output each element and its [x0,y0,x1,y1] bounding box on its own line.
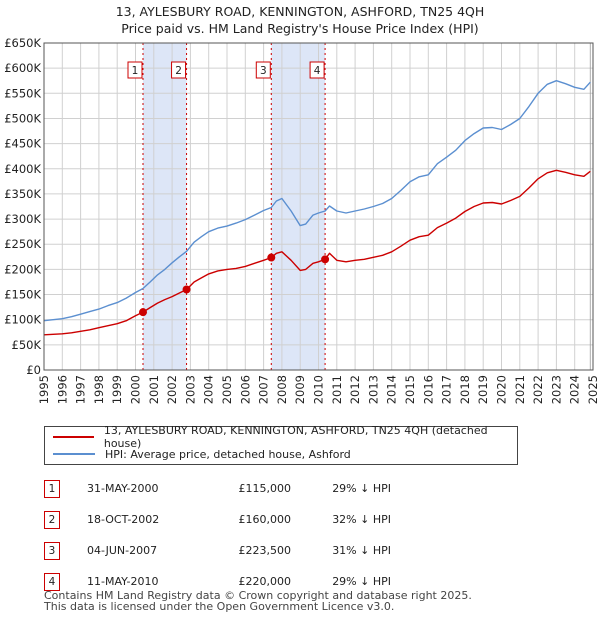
x-tick-label: 2025 [586,375,600,404]
x-tick-label: 1996 [55,375,69,404]
x-tick-label: 1998 [92,375,106,404]
x-tick-label: 2004 [202,375,216,404]
table-row: 3 04-JUN-2007 £223,500 31% ↓ HPI [44,535,391,566]
transaction-point [267,253,276,262]
row-price: £160,000 [238,513,292,526]
y-tick-label: £0 [26,363,41,377]
plot-frame [43,42,594,371]
chart-title: 13, AYLESBURY ROAD, KENNINGTON, ASHFORD,… [115,4,485,19]
legend-hpi-label: HPI: Average price, detached house, Ashf… [105,447,351,461]
y-tick-label: £150K [4,288,41,302]
x-tick-label: 2005 [220,375,234,404]
x-tick-label: 2006 [238,375,252,404]
y-tick-label: £400K [4,162,41,176]
footer-copyright: Contains HM Land Registry data © Crown c… [44,589,472,602]
row-hpi-diff: 29% ↓ HPI [332,575,391,588]
y-tick-label: £350K [4,187,41,201]
x-tick-label: 2002 [165,375,179,404]
footer-licence: This data is licensed under the Open Gov… [44,600,395,613]
x-tick-label: 2010 [312,375,326,404]
row-price: £115,000 [238,482,292,495]
row-hpi-diff: 32% ↓ HPI [332,513,391,526]
row-badge: 2 [44,510,60,529]
x-tick-label: 2009 [293,375,307,404]
legend: 13, AYLESBURY ROAD, KENNINGTON, ASHFORD,… [44,424,518,465]
x-tick-label: 1997 [74,375,88,404]
row-date: 31-MAY-2000 [87,482,159,495]
table-row: 4 11-MAY-2010 £220,000 29% ↓ HPI [44,566,391,597]
x-tick-label: 2020 [495,375,509,404]
x-tick-label: 2019 [476,375,490,404]
footer: Contains HM Land Registry data © Crown c… [44,590,472,612]
y-tick-label: £300K [4,212,41,226]
price-chart: 1 2 3 4 £0 £50K £100K £150K £200K £250K £300K £350K… [4,36,600,404]
x-tick-label: 2001 [147,375,161,404]
row-badge: 3 [44,541,60,560]
x-tick-label: 2021 [513,375,527,404]
x-tick-label: 2011 [330,375,344,404]
x-tick-label: 2000 [129,375,143,404]
x-tick-label: 1999 [110,375,124,404]
transaction-marker-box [127,61,143,79]
x-tick-label: 2024 [568,375,582,404]
transaction-marker-label: 1 [132,65,139,77]
shaded-period [143,43,187,370]
transaction-point [321,255,330,264]
y-tick-label: £550K [4,86,41,100]
row-price: £220,000 [238,575,292,588]
x-tick-label: 2017 [440,375,454,404]
y-tick-label: £100K [4,313,41,327]
legend-hpi: HPI: Average price, detached house, Ashf… [53,446,351,462]
y-tick-label: £500K [4,111,41,125]
legend-property: 13, AYLESBURY ROAD, KENNINGTON, ASHFORD,… [53,424,517,450]
transaction-marker-box [309,61,325,79]
x-tick-label: 1995 [37,375,51,404]
row-price: £223,500 [238,544,292,557]
x-tick-label: 2023 [549,375,563,404]
transaction-point [182,285,191,294]
table-row: 1 31-MAY-2000 £115,000 29% ↓ HPI [44,473,391,504]
transaction-point [139,308,148,317]
row-date: 18-OCT-2002 [87,513,160,526]
x-tick-label: 2012 [348,375,362,404]
x-tick-label: 2016 [421,375,435,404]
x-tick-label: 2015 [403,375,417,404]
transaction-marker-box [255,61,271,79]
transaction-marker-box [171,61,187,79]
row-date: 04-JUN-2007 [87,544,158,557]
x-tick-label: 2007 [257,375,271,404]
transaction-marker-label: 4 [314,65,321,77]
transactions-table: 1 31-MAY-2000 £115,000 29% ↓ HPI 2 18-OC… [44,473,391,597]
x-tick-label: 2003 [183,375,197,404]
legend-property-swatch [53,436,94,438]
table-row: 2 18-OCT-2002 £160,000 32% ↓ HPI [44,504,391,535]
x-tick-label: 2014 [385,375,399,404]
x-tick-label: 2018 [458,375,472,404]
shaded-period [271,43,326,370]
y-tick-label: £600K [4,61,41,75]
transaction-marker-label: 3 [260,65,267,77]
y-tick-label: £50K [12,338,42,352]
y-tick-label: £250K [4,237,41,251]
row-date: 11-MAY-2010 [87,575,159,588]
x-tick-label: 2013 [366,375,380,404]
y-tick-label: £650K [4,36,41,50]
y-tick-label: £450K [4,137,41,151]
x-tick-label: 2022 [531,375,545,404]
row-hpi-diff: 29% ↓ HPI [332,482,391,495]
row-badge: 4 [44,572,60,591]
legend-hpi-swatch [53,453,95,455]
row-badge: 1 [44,479,60,498]
transaction-marker-label: 2 [175,65,182,77]
legend-property-label: 13, AYLESBURY ROAD, KENNINGTON, ASHFORD,… [103,424,488,450]
x-tick-label: 2008 [275,375,289,404]
row-hpi-diff: 31% ↓ HPI [332,544,391,557]
hpi-line [43,80,591,322]
y-tick-label: £200K [4,262,41,276]
chart-subtitle: Price paid vs. HM Land Registry's House … [121,21,479,36]
